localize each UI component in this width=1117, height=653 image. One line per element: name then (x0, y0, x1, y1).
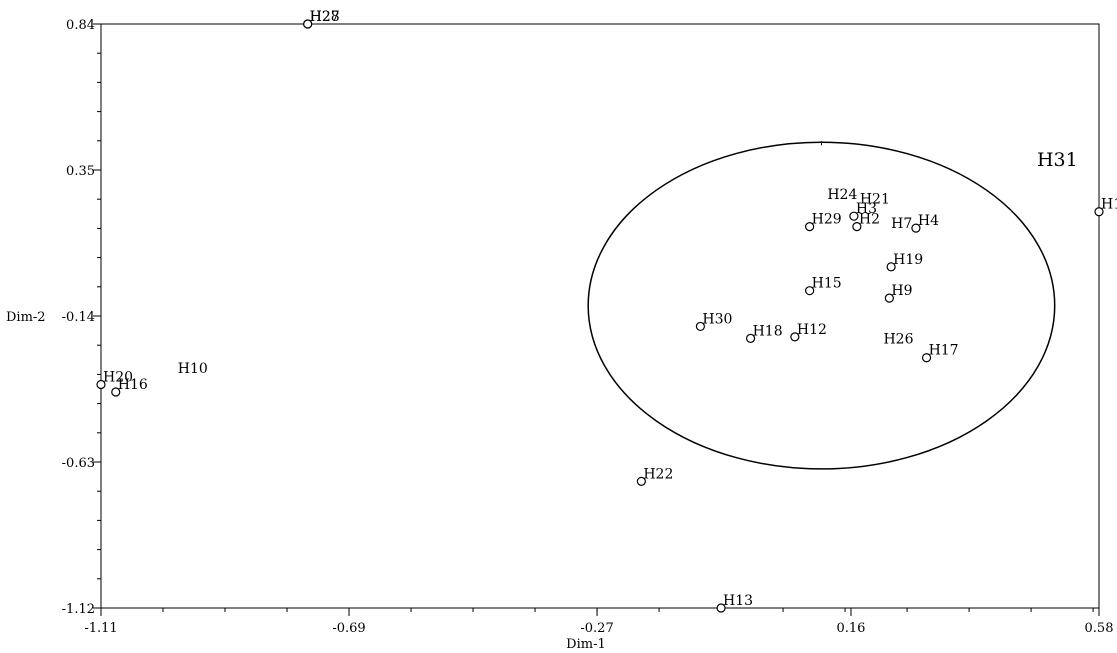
point-h9: H9 (884, 283, 912, 303)
point-h18: H18 (745, 323, 783, 343)
y-axis: -1.12 -0.63 -0.14 0.35 0.84 (62, 18, 101, 617)
point-label: H4 (918, 213, 939, 229)
point-h2: H2 (852, 212, 880, 232)
y-tick-label: -1.12 (62, 602, 95, 617)
point-h12: H12 (790, 322, 827, 342)
point-h17: H17 (921, 343, 959, 363)
point-label: H2 (859, 212, 880, 228)
point-h28: H28 (303, 9, 340, 29)
point-marker (96, 379, 106, 390)
point-h19: H19 (886, 252, 923, 272)
x-tick-label: -0.27 (580, 621, 613, 636)
point-label: H18 (753, 323, 783, 339)
point-h29: H29 (805, 212, 842, 232)
point-label: H31 (1037, 149, 1078, 171)
point-marker (790, 332, 800, 342)
point-marker (1094, 207, 1104, 217)
cluster-ellipse-layer (587, 141, 1056, 470)
point-marker (884, 293, 894, 303)
point-h15: H15 (805, 276, 842, 296)
point-label: H26 (883, 331, 913, 347)
point-marker (636, 476, 646, 486)
point-label: H9 (891, 283, 912, 299)
point-label: H15 (812, 276, 842, 292)
point-h30: H30 (695, 311, 732, 332)
point-h4: H4 (911, 213, 939, 233)
point-label: H21 (860, 191, 890, 207)
point-marker (716, 603, 726, 613)
point-label: H24 (827, 187, 857, 203)
plot-area-border (100, 23, 1100, 609)
point-h21: H21 (860, 191, 890, 207)
x-tick-label: 0.16 (836, 621, 865, 636)
x-tick-label: -1.11 (84, 621, 117, 636)
point-marker (852, 222, 862, 232)
y-tick-label: -0.14 (62, 310, 95, 325)
x-tick-label: 0.58 (1085, 621, 1114, 636)
point-label: H7 (891, 216, 912, 232)
point-label: H20 (103, 370, 133, 386)
point-label: H16 (118, 377, 148, 393)
point-h16: H16 (111, 377, 148, 397)
point-h7: H7 (891, 216, 912, 232)
point-label: H1 (1101, 197, 1117, 213)
point-marker (695, 321, 705, 332)
point-marker (111, 387, 121, 397)
point-label: H29 (812, 212, 842, 228)
point-h3: H3 (849, 201, 877, 221)
x-axis-title: Dim-1 (566, 637, 606, 652)
point-label: H10 (178, 361, 208, 377)
point-label: H28 (310, 9, 340, 25)
point-h31: H31 (1037, 149, 1078, 171)
x-axis: -1.11 -0.69 -0.27 0.16 0.58 (84, 608, 1113, 636)
y-tick-label: -0.63 (62, 456, 95, 471)
point-h22: H22 (636, 466, 673, 486)
point-marker (886, 262, 896, 272)
y-tick-label: 0.84 (66, 18, 95, 33)
x-tick-label: -0.69 (332, 621, 365, 636)
y-tick-label: 0.35 (66, 164, 95, 179)
point-h1: H1 (1094, 197, 1117, 217)
plot-frame (100, 23, 1100, 609)
point-label: H13 (723, 593, 753, 609)
point-label: H17 (929, 343, 959, 359)
point-label: H12 (797, 322, 827, 338)
point-marker (745, 333, 756, 343)
point-h26: H26 (883, 331, 913, 347)
point-label: H19 (893, 252, 923, 268)
y-axis-title: Dim-2 (6, 310, 46, 325)
point-marker (303, 19, 313, 29)
point-h24: H24 (827, 187, 857, 203)
cluster-ellipse (587, 141, 1056, 470)
point-label: H27 (310, 9, 340, 25)
point-marker (921, 353, 932, 363)
point-marker (805, 222, 815, 232)
point-h10: H10 (178, 361, 208, 377)
point-h20: H20 (96, 370, 133, 390)
point-h13: H13 (716, 593, 753, 613)
point-marker (805, 286, 815, 296)
point-marker (849, 211, 859, 221)
point-label: H3 (856, 201, 877, 217)
point-label: H30 (702, 311, 732, 327)
point-marker (911, 223, 921, 233)
point-label: H22 (643, 466, 673, 482)
